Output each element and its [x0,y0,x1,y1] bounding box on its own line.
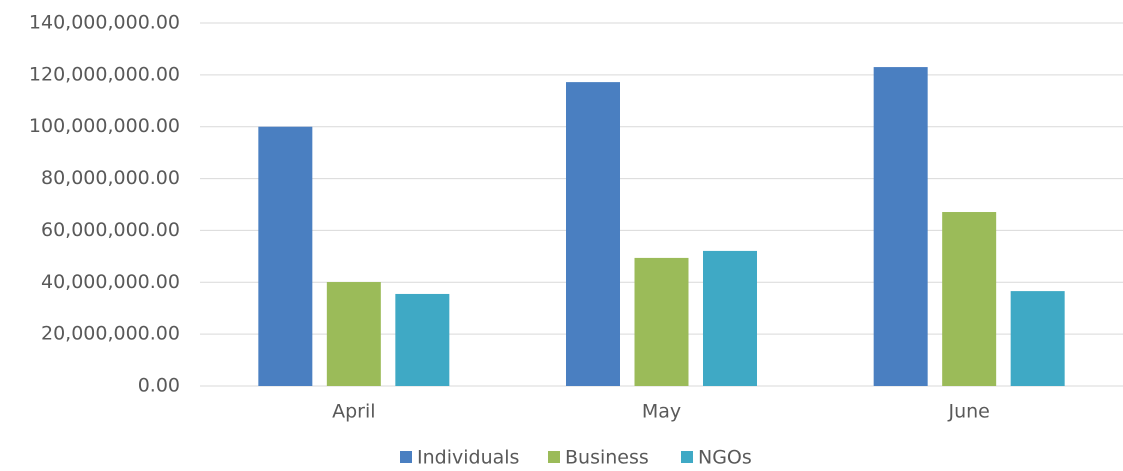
x-tick-label: April [332,401,375,423]
y-tick-label: 140,000,000.00 [29,12,180,34]
bar [942,212,997,386]
legend-swatch [548,451,560,463]
y-tick-label: 60,000,000.00 [41,219,180,241]
bar [703,250,757,386]
y-tick-label: 100,000,000.00 [29,115,180,137]
bar [634,257,689,386]
bar [326,282,381,386]
x-tick-label: May [642,401,681,423]
y-tick-label: 80,000,000.00 [41,167,180,189]
legend-swatch [681,451,693,463]
legend-label: Individuals [417,447,519,469]
bar [258,126,313,386]
y-tick-label: 20,000,000.00 [41,323,180,345]
y-tick-label: 40,000,000.00 [41,271,180,293]
legend-label: NGOs [698,447,752,469]
legend-label: Business [565,447,649,469]
x-tick-label: June [947,401,989,423]
bar [1010,291,1065,386]
bar [395,293,450,386]
y-tick-label: 120,000,000.00 [29,63,180,85]
y-tick-label: 0.00 [138,375,180,397]
legend-swatch [400,451,412,463]
bar [566,82,620,387]
bar [873,67,928,386]
